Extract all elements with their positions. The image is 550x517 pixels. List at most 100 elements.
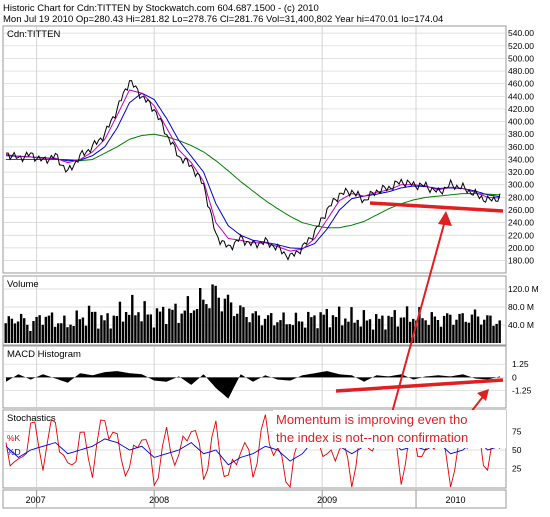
volume-bar <box>10 318 14 343</box>
y-tick-label: 520.00 <box>508 41 534 51</box>
volume-bar <box>115 316 119 343</box>
volume-bar <box>128 314 131 343</box>
y-tick-label: 400.00 <box>508 117 534 127</box>
stochastics-grid <box>4 411 505 487</box>
volume-bar <box>245 317 248 343</box>
volume-bar <box>427 324 430 343</box>
volume-bar <box>257 315 261 343</box>
volume-bar <box>226 294 230 343</box>
volume-bar <box>69 324 72 343</box>
ma-long-line <box>6 133 501 229</box>
volume-bar <box>282 312 285 343</box>
stoch-d-legend: %D <box>7 447 21 457</box>
y-tick-label: 40.0 M <box>508 320 534 330</box>
volume-bar <box>436 320 440 343</box>
x-tick-label: 2009 <box>317 495 337 505</box>
volume-bar <box>242 307 245 343</box>
y-tick-label: 240.00 <box>508 218 534 228</box>
y-tick-label: 360.00 <box>508 142 534 152</box>
volume-bar <box>143 301 146 343</box>
volume-bar <box>291 325 295 343</box>
volume-bar <box>118 301 122 343</box>
volume-bar <box>217 297 220 343</box>
volume-bar <box>131 294 134 343</box>
volume-bar <box>97 328 100 343</box>
volume-bar <box>84 325 88 343</box>
volume-bar <box>103 320 106 343</box>
volume-bar <box>72 326 75 343</box>
volume-bar <box>276 322 279 343</box>
y-tick-label: 280.00 <box>508 192 534 202</box>
volume-bar <box>195 309 199 343</box>
volume-bar <box>424 320 427 343</box>
volume-bar <box>359 326 362 343</box>
volume-bar <box>319 312 322 343</box>
volume-bar <box>310 317 313 343</box>
ma-short-line <box>5 89 501 252</box>
volume-bar <box>53 326 57 343</box>
volume-bar <box>47 315 51 343</box>
volume-bar <box>313 315 316 343</box>
volume-bar <box>322 314 325 343</box>
y-tick-label: 0 <box>512 372 517 382</box>
volume-bar <box>35 317 38 343</box>
volume-bar <box>347 321 350 343</box>
volume-bar <box>152 327 156 343</box>
volume-bar <box>220 311 224 343</box>
volume-bar <box>381 315 384 343</box>
volume-bar <box>489 315 492 343</box>
volume-bar <box>396 326 400 343</box>
volume-bar <box>412 318 415 343</box>
stochastics-axis: 75 50 25 <box>512 427 522 474</box>
volume-bar <box>192 310 196 343</box>
volume-bar <box>81 317 85 343</box>
y-tick-label: 25 <box>512 464 522 474</box>
macd-panel: MACD Histogram 1.25 0 -1.25 <box>2 345 532 409</box>
volume-bar <box>168 308 171 343</box>
volume-bar <box>467 322 471 343</box>
volume-bar <box>106 313 109 343</box>
volume-bar <box>223 298 227 343</box>
volume-bar <box>356 319 359 343</box>
volume-bar <box>353 322 356 343</box>
x-tick-label: 2008 <box>149 495 169 505</box>
volume-bar <box>236 313 239 343</box>
volume-bar <box>492 325 495 343</box>
volume-bar <box>44 316 48 343</box>
volume-bar <box>121 321 125 343</box>
y-tick-label: 1.25 <box>512 359 529 369</box>
volume-bar <box>63 315 66 343</box>
volume-bar <box>158 311 162 343</box>
y-tick-label: 420.00 <box>508 104 534 114</box>
volume-bar <box>78 319 81 343</box>
annotation-line-2: the index is not--non confirmation <box>276 430 468 445</box>
volume-bar <box>251 313 254 343</box>
volume-bar <box>449 314 452 343</box>
volume-bar <box>263 318 267 343</box>
volume-bar <box>100 315 103 343</box>
volume-bar <box>479 324 483 343</box>
volume-bar <box>177 322 180 343</box>
volume-bar <box>297 321 301 343</box>
volume-axis: 120.0 M 80.0 M 40.0 M <box>508 284 539 330</box>
volume-bar <box>248 322 251 343</box>
volume-bar <box>455 319 458 343</box>
volume-bar <box>26 324 29 343</box>
volume-bar <box>94 311 97 343</box>
volume-bar <box>7 316 10 343</box>
volume-bar <box>418 307 421 343</box>
y-tick-label: 200.00 <box>508 243 534 253</box>
x-tick-label: 2007 <box>26 495 46 505</box>
volume-bar <box>307 311 310 343</box>
volume-bar <box>402 317 406 343</box>
volume-bar <box>279 320 282 343</box>
y-tick-label: 540.00 <box>508 28 534 38</box>
volume-bar <box>205 304 208 343</box>
volume-bar <box>433 316 437 343</box>
volume-bar <box>165 324 168 343</box>
y-tick-label: 340.00 <box>508 154 534 164</box>
volume-bar <box>183 310 186 343</box>
stoch-k-legend: %K <box>7 433 21 443</box>
